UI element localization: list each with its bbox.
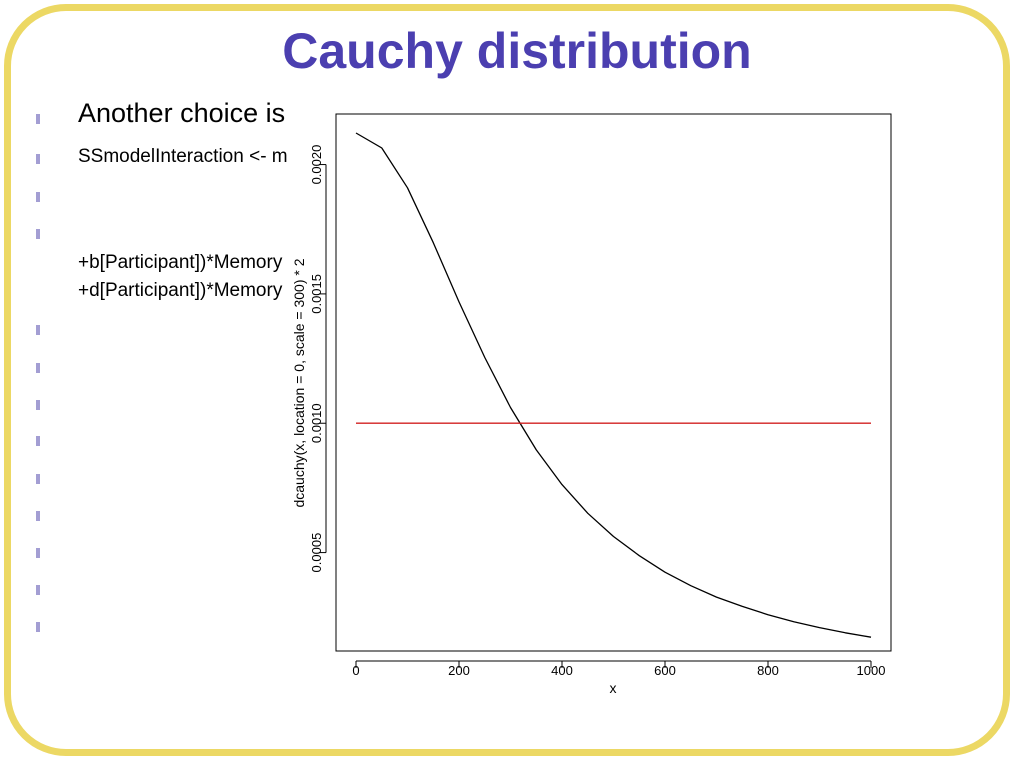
y-axis: 0.0005 0.0010 0.0015 0.0020 xyxy=(309,145,327,573)
cauchy-density-line xyxy=(355,132,872,638)
bullet-marker xyxy=(36,511,40,521)
y-tick-label: 0.0015 xyxy=(309,274,324,314)
bullet-text-main: Another choice is xyxy=(78,98,286,128)
bullet-marker xyxy=(36,154,40,164)
bullet-marker xyxy=(36,229,40,239)
bullet-text-code-1: SSmodelInteraction <- m xyxy=(78,146,288,167)
x-tick-label: 0 xyxy=(352,663,359,678)
x-axis: 0 200 400 600 800 1000 xyxy=(352,660,886,678)
x-tick-label: 200 xyxy=(448,663,470,678)
x-tick-label: 800 xyxy=(757,663,779,678)
chart-background xyxy=(290,100,900,705)
y-tick-label: 0.0010 xyxy=(309,403,324,443)
bullet-marker xyxy=(36,474,40,484)
bullet-marker xyxy=(36,622,40,632)
bullet-marker xyxy=(36,114,40,124)
bullet-marker xyxy=(36,585,40,595)
bullet-marker xyxy=(36,548,40,558)
y-axis-label: dcauchy(x, location = 0, scale = 300) * … xyxy=(291,258,307,507)
slide-title: Cauchy distribution xyxy=(282,23,752,79)
bullet-marker xyxy=(36,436,40,446)
y-tick-label: 0.0005 xyxy=(309,533,324,573)
plot-box xyxy=(335,113,892,652)
bullet-marker xyxy=(36,400,40,410)
x-tick-label: 1000 xyxy=(857,663,886,678)
x-axis-label: x xyxy=(610,680,617,696)
x-tick-label: 600 xyxy=(654,663,676,678)
bullet-text-code-2: +b[Participant])*Memory xyxy=(78,252,283,273)
bullet-marker xyxy=(36,363,40,373)
bullet-marker xyxy=(36,192,40,202)
bullet-marker xyxy=(36,325,40,335)
bullet-text-code-3: +d[Participant])*Memory xyxy=(78,280,283,301)
series-layer xyxy=(355,132,872,638)
y-tick-label: 0.0020 xyxy=(309,145,324,185)
x-tick-label: 400 xyxy=(551,663,573,678)
